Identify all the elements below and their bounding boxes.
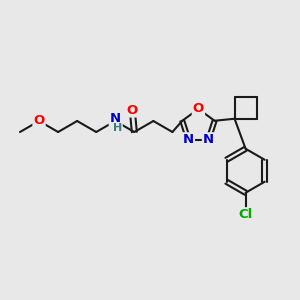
Text: O: O [193,103,204,116]
Text: N: N [110,112,121,125]
Text: H: H [112,123,122,133]
Text: O: O [33,115,45,128]
Text: N: N [183,133,194,146]
Text: N: N [203,133,214,146]
Text: O: O [127,103,138,116]
Text: Cl: Cl [238,208,253,221]
